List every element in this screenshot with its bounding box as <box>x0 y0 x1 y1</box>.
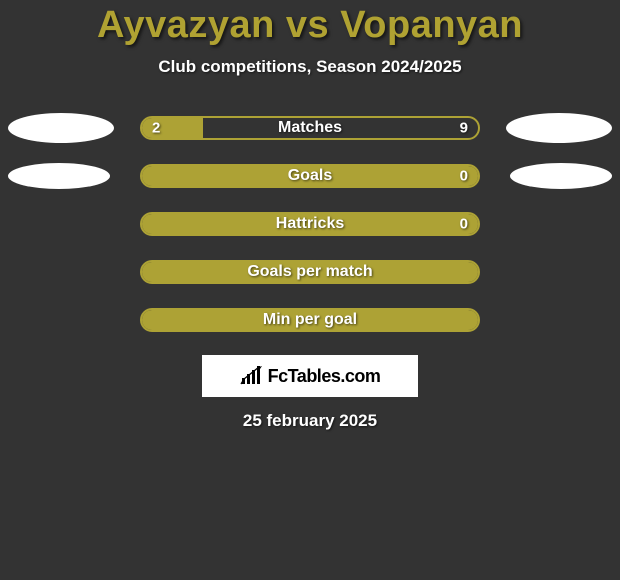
stat-row: Min per goal <box>0 307 620 333</box>
stat-value-left: 2 <box>152 120 160 137</box>
subtitle: Club competitions, Season 2024/2025 <box>0 57 620 77</box>
stat-row: Hattricks 0 <box>0 211 620 237</box>
player-ellipse-right <box>510 163 612 189</box>
stat-row: Goals 0 <box>0 163 620 189</box>
stat-label: Goals <box>288 167 332 185</box>
stat-value-right: 0 <box>460 168 468 185</box>
stat-label: Hattricks <box>276 215 344 233</box>
player-ellipse-right <box>506 113 612 143</box>
stat-bar: Min per goal <box>140 308 480 332</box>
brand-box: FcTables.com <box>202 355 418 397</box>
stat-rows: Matches 2 9 Goals 0 Hattricks 0 Goals per match… <box>0 115 620 333</box>
brand-text: FcTables.com <box>268 366 381 387</box>
stat-value-right: 0 <box>460 216 468 233</box>
comparison-infographic: Ayvazyan vs Vopanyan Club competitions, … <box>0 0 620 431</box>
bars-chart-icon <box>240 364 264 388</box>
stat-label: Matches <box>278 119 342 137</box>
stat-label: Goals per match <box>247 263 372 281</box>
stat-bar: Goals 0 <box>140 164 480 188</box>
stat-bar: Goals per match <box>140 260 480 284</box>
date-text: 25 february 2025 <box>0 411 620 431</box>
stat-bar: Matches 2 9 <box>140 116 480 140</box>
stat-bar: Hattricks 0 <box>140 212 480 236</box>
stat-row: Goals per match <box>0 259 620 285</box>
stat-value-right: 9 <box>460 120 468 137</box>
page-title: Ayvazyan vs Vopanyan <box>0 4 620 47</box>
brand-inner: FcTables.com <box>240 364 381 388</box>
stat-label: Min per goal <box>263 311 357 329</box>
stat-row: Matches 2 9 <box>0 115 620 141</box>
player-ellipse-left <box>8 113 114 143</box>
player-ellipse-left <box>8 163 110 189</box>
